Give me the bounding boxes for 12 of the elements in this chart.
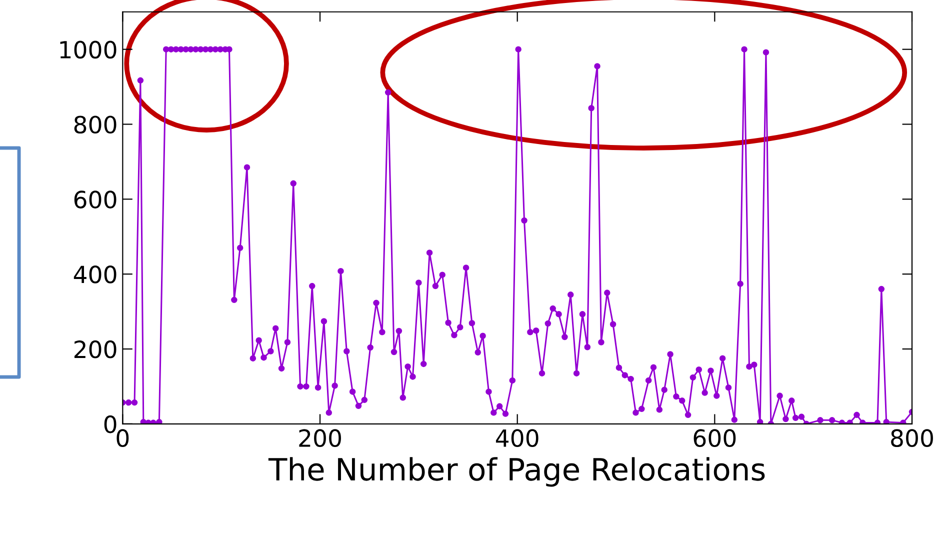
x-tick-label: 800 — [891, 429, 933, 448]
y-tick-label: 800 — [74, 116, 116, 134]
x-axis-title: The Number of Page Relocations — [268, 457, 765, 487]
x-tick-label: 400 — [496, 429, 538, 448]
y-tick-label: 200 — [74, 340, 116, 358]
x-tick-label: 600 — [694, 429, 736, 448]
x-tick-label: 200 — [299, 429, 341, 448]
y-tick-label: 1000 — [60, 40, 116, 59]
x-tick-label: 0 — [116, 429, 129, 448]
y-tick-label: 600 — [74, 190, 116, 208]
y-tick-label: 400 — [74, 266, 116, 284]
y-tick-label: 0 — [104, 415, 116, 434]
